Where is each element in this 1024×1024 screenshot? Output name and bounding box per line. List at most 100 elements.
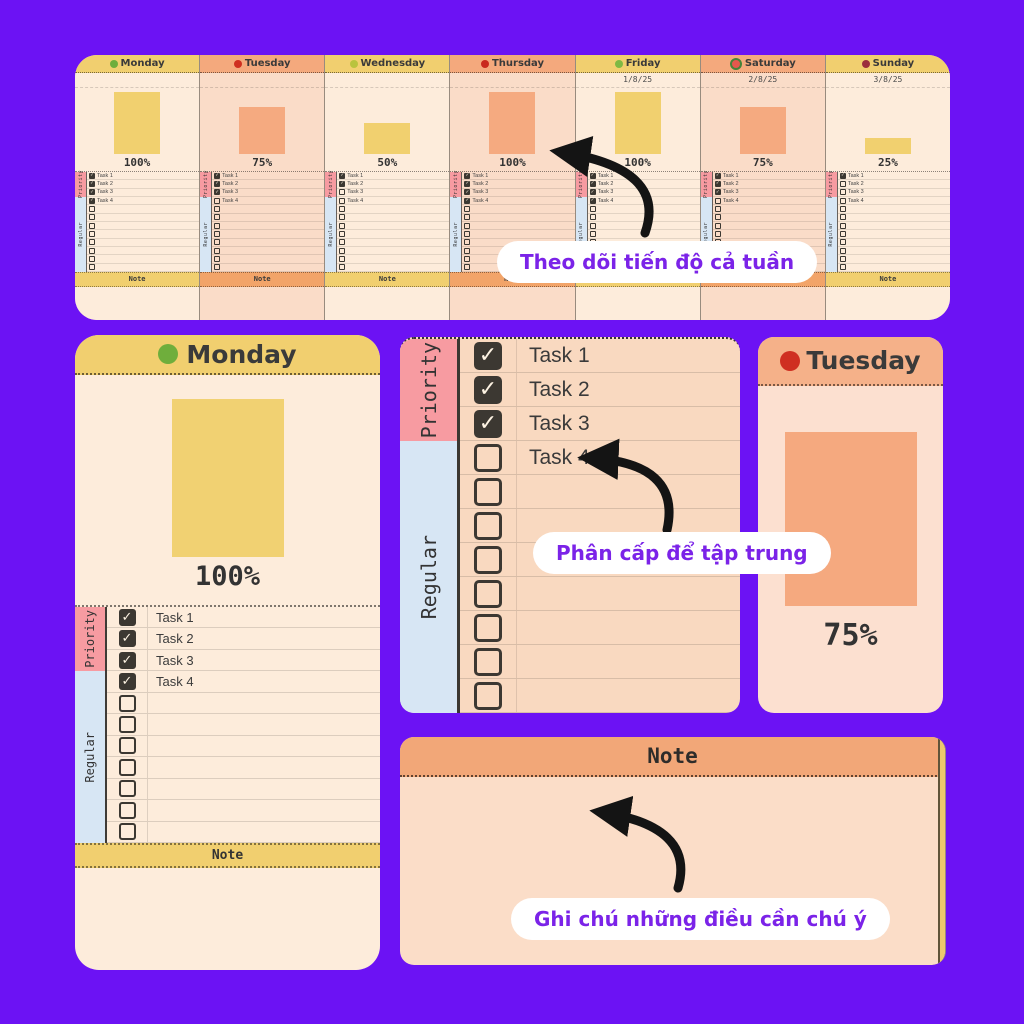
task-checkbox[interactable]: ✓	[589, 180, 596, 187]
day-date[interactable]	[75, 73, 200, 88]
task-checkbox[interactable]	[118, 694, 136, 712]
task-checkbox[interactable]	[118, 737, 136, 755]
day-note-area[interactable]	[575, 287, 700, 320]
task-checkbox[interactable]: ✓	[214, 189, 221, 196]
task-checkbox[interactable]	[474, 545, 502, 574]
task-checkbox[interactable]	[89, 239, 95, 246]
day-date[interactable]: 2/8/25	[700, 73, 825, 88]
day-note-area[interactable]	[700, 287, 825, 320]
task-label[interactable]: Task 4	[472, 197, 489, 204]
task-checkbox[interactable]	[339, 214, 346, 221]
task-label[interactable]: Task 2	[347, 180, 364, 187]
task-checkbox[interactable]: ✓	[464, 180, 471, 187]
task-checkbox[interactable]	[714, 230, 721, 237]
task-checkbox[interactable]	[464, 247, 471, 254]
task-label[interactable]: Task 4	[722, 197, 739, 204]
task-checkbox[interactable]	[464, 264, 471, 271]
task-label[interactable]: Task 3	[156, 652, 194, 668]
task-checkbox[interactable]	[339, 264, 346, 271]
task-checkbox[interactable]	[89, 264, 95, 271]
task-checkbox[interactable]: ✓	[89, 189, 95, 196]
task-checkbox[interactable]	[839, 189, 846, 196]
day-note-area[interactable]	[325, 287, 450, 320]
task-label[interactable]: Task 2	[847, 180, 864, 187]
task-checkbox[interactable]	[89, 230, 95, 237]
task-checkbox[interactable]	[714, 214, 721, 221]
task-label[interactable]: Task 2	[222, 180, 239, 187]
task-label[interactable]: Task 3	[347, 189, 364, 196]
task-label[interactable]: Task 4	[97, 197, 113, 204]
task-checkbox[interactable]	[589, 214, 596, 221]
task-checkbox[interactable]	[89, 214, 95, 221]
task-label[interactable]: Task 1	[597, 172, 614, 179]
day-date[interactable]	[200, 73, 325, 88]
task-checkbox[interactable]	[214, 255, 221, 262]
day-date[interactable]	[325, 73, 450, 88]
task-checkbox[interactable]: ✓	[589, 172, 596, 179]
task-checkbox[interactable]	[89, 247, 95, 254]
task-label[interactable]: Task 4	[847, 197, 864, 204]
task-label[interactable]: Task 1	[529, 343, 590, 367]
task-checkbox[interactable]	[839, 214, 846, 221]
task-label[interactable]: Task 3	[529, 411, 590, 435]
task-checkbox[interactable]: ✓	[589, 197, 596, 204]
task-checkbox[interactable]: ✓	[118, 608, 136, 626]
task-label[interactable]: Task 2	[597, 180, 614, 187]
day-note-area[interactable]	[450, 287, 575, 320]
day-note-area[interactable]	[825, 287, 950, 320]
task-checkbox[interactable]: ✓	[89, 172, 95, 179]
task-label[interactable]: Task 1	[97, 172, 113, 179]
task-checkbox[interactable]: ✓	[214, 180, 221, 187]
task-checkbox[interactable]	[589, 205, 596, 212]
task-checkbox[interactable]	[89, 222, 95, 229]
task-checkbox[interactable]: ✓	[118, 673, 136, 691]
task-label[interactable]: Task 1	[156, 609, 194, 625]
task-checkbox[interactable]	[339, 239, 346, 246]
task-checkbox[interactable]	[89, 255, 95, 262]
task-checkbox[interactable]: ✓	[714, 189, 721, 196]
task-checkbox[interactable]: ✓	[714, 172, 721, 179]
task-checkbox[interactable]	[214, 214, 221, 221]
task-label[interactable]: Task 2	[529, 377, 590, 401]
task-checkbox[interactable]	[214, 197, 221, 204]
task-label[interactable]: Task 4	[222, 197, 239, 204]
task-label[interactable]: Task 1	[722, 172, 739, 179]
task-checkbox[interactable]	[714, 222, 721, 229]
task-checkbox[interactable]	[464, 230, 471, 237]
task-checkbox[interactable]: ✓	[589, 189, 596, 196]
task-label[interactable]: Task 4	[156, 674, 194, 690]
task-checkbox[interactable]	[118, 715, 136, 733]
task-label[interactable]: Task 1	[472, 172, 489, 179]
task-label[interactable]: Task 2	[97, 180, 113, 187]
task-label[interactable]: Task 4	[347, 197, 364, 204]
task-label[interactable]: Task 3	[722, 189, 739, 196]
task-checkbox[interactable]	[839, 222, 846, 229]
day-note-area[interactable]	[200, 287, 325, 320]
task-label[interactable]: Task 2	[722, 180, 739, 187]
day-date[interactable]: 1/8/25	[575, 73, 700, 88]
task-checkbox[interactable]	[214, 230, 221, 237]
task-label[interactable]: Task 2	[472, 180, 489, 187]
task-label[interactable]: Task 3	[97, 189, 113, 196]
task-checkbox[interactable]	[714, 197, 721, 204]
task-checkbox[interactable]: ✓	[89, 197, 95, 204]
task-label[interactable]: Task 3	[472, 189, 489, 196]
task-checkbox[interactable]: ✓	[118, 651, 136, 669]
task-label[interactable]: Task 3	[847, 189, 864, 196]
task-checkbox[interactable]: ✓	[714, 180, 721, 187]
task-checkbox[interactable]	[474, 579, 502, 608]
task-checkbox[interactable]	[464, 239, 471, 246]
task-checkbox[interactable]: ✓	[474, 375, 502, 404]
task-checkbox[interactable]	[118, 780, 136, 798]
task-label[interactable]: Task 2	[156, 631, 194, 647]
task-checkbox[interactable]: ✓	[474, 341, 502, 370]
task-checkbox[interactable]: ✓	[464, 197, 471, 204]
task-checkbox[interactable]: ✓	[464, 172, 471, 179]
task-checkbox[interactable]: ✓	[464, 189, 471, 196]
task-checkbox[interactable]	[339, 255, 346, 262]
task-checkbox[interactable]	[589, 222, 596, 229]
task-checkbox[interactable]	[839, 255, 846, 262]
task-checkbox[interactable]	[839, 205, 846, 212]
task-checkbox[interactable]	[474, 443, 502, 472]
task-checkbox[interactable]: ✓	[89, 180, 95, 187]
